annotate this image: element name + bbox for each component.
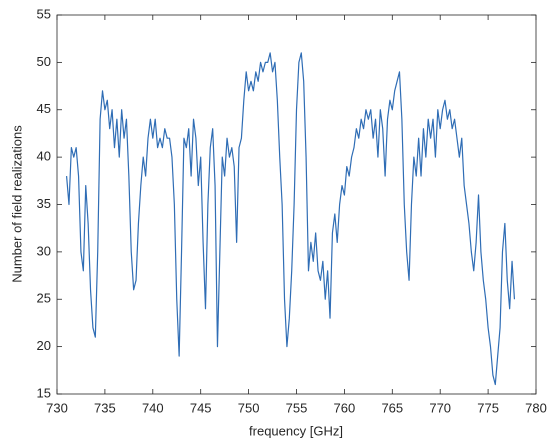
y-tick-label: 25: [37, 291, 51, 306]
y-tick-label: 20: [37, 338, 51, 353]
y-tick-label: 50: [37, 54, 51, 69]
x-tick-label: 770: [429, 400, 451, 415]
y-axis-label: Number of field realizations: [9, 125, 24, 283]
x-tick-label: 765: [381, 400, 403, 415]
x-axis-label: frequency [GHz]: [249, 423, 343, 438]
y-tick-label: 15: [37, 385, 51, 400]
y-tick-label: 45: [37, 101, 51, 116]
x-tick-label: 755: [286, 400, 308, 415]
x-tick-label: 760: [334, 400, 356, 415]
y-tick-label: 55: [37, 6, 51, 21]
x-tick-label: 775: [477, 400, 499, 415]
x-tick-label: 735: [94, 400, 116, 415]
y-tick-label: 30: [37, 243, 51, 258]
x-tick-label: 745: [190, 400, 212, 415]
data-line: [65, 52, 516, 386]
y-tick-label: 40: [37, 149, 51, 164]
x-tick-label: 780: [525, 400, 547, 415]
y-tick-label: 35: [37, 196, 51, 211]
x-tick-label: 740: [142, 400, 164, 415]
x-tick-label: 730: [46, 400, 68, 415]
plot-frame: [56, 14, 537, 395]
x-tick-label: 750: [238, 400, 260, 415]
